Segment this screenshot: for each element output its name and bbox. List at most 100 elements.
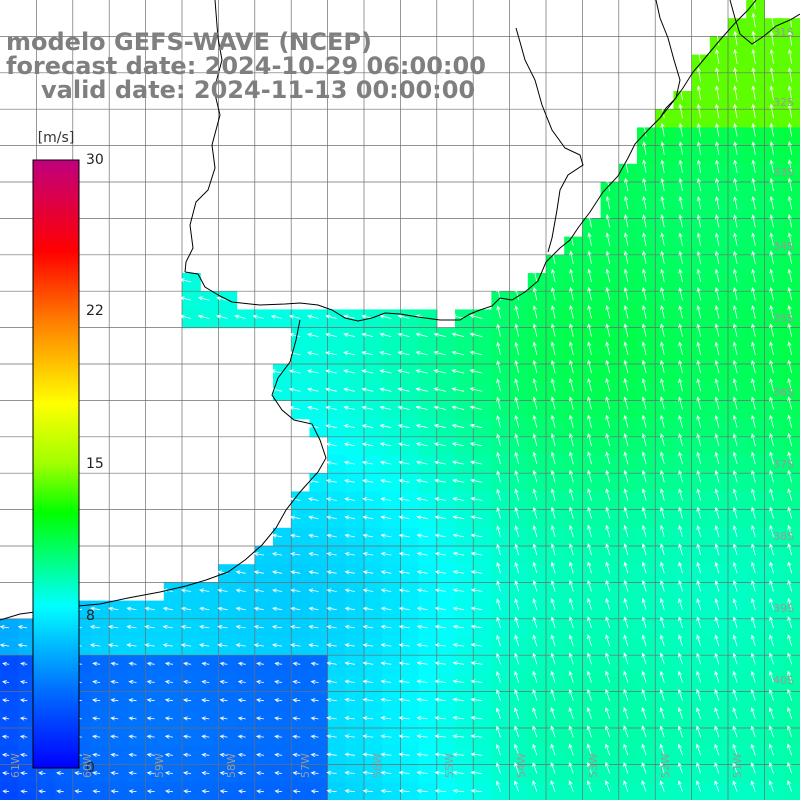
wind-speed-cell: [728, 127, 747, 147]
wind-speed-cell: [291, 309, 310, 329]
wind-speed-cell: [436, 637, 456, 656]
wind-arrow: [344, 661, 355, 666]
wind-arrow: [398, 588, 410, 593]
wind-arrow: [569, 268, 574, 283]
wind-speed-cell: [0, 637, 19, 656]
wind-speed-cell: [327, 527, 347, 547]
wind-arrow: [326, 734, 337, 739]
wind-speed-cell: [473, 345, 492, 365]
wind-speed-cell: [728, 109, 747, 128]
wind-arrow: [292, 752, 301, 757]
wind-arrow: [495, 762, 501, 774]
wind-arrow: [769, 414, 774, 428]
wind-arrow: [415, 332, 428, 338]
wind-speed-cell: [364, 709, 383, 729]
wind-arrow: [714, 287, 720, 301]
lagoa-coastal-east: [729, 0, 800, 45]
wind-arrow: [219, 734, 228, 739]
coastline: [0, 0, 800, 621]
wind-arrow: [532, 725, 538, 738]
lat-label: 31S: [773, 26, 794, 39]
wind-arrow: [398, 788, 410, 794]
wind-speed-cell: [509, 509, 529, 529]
wind-arrow: [452, 588, 465, 593]
wind-speed-cell: [491, 600, 511, 620]
wind-speed-cell: [618, 455, 638, 474]
wind-arrow: [623, 451, 629, 465]
wind-arrow: [769, 103, 774, 119]
wind-speed-cell: [418, 746, 438, 765]
wind-arrow: [326, 716, 337, 721]
wind-arrow: [587, 433, 592, 447]
wind-arrow: [769, 323, 774, 337]
wind-speed-cell: [637, 291, 656, 310]
wind-speed-cell: [473, 782, 492, 800]
wind-speed-cell: [527, 728, 547, 747]
wind-speed-cell: [582, 764, 602, 784]
wind-arrow: [659, 780, 665, 792]
wind-speed-cell: [200, 291, 219, 310]
wind-arrow: [642, 196, 647, 210]
wind-arrow: [270, 369, 283, 374]
wind-speed-cell: [618, 345, 638, 365]
wind-arrow: [623, 506, 629, 519]
wind-speed-cell: [309, 600, 329, 620]
wind-speed-cell: [709, 455, 729, 474]
wind-arrow: [569, 232, 574, 246]
wind-arrow: [641, 780, 647, 792]
wind-speed-cell: [145, 600, 165, 620]
wind-arrow: [623, 780, 629, 792]
wind-speed-cell: [764, 455, 784, 474]
wind-arrow: [660, 506, 665, 519]
wind-speed-cell: [455, 527, 474, 547]
wind-arrow: [219, 679, 228, 685]
wind-arrow: [696, 159, 702, 173]
wind-arrow: [308, 606, 319, 611]
wind-arrow: [308, 515, 319, 520]
wind-speed-cell: [709, 400, 729, 420]
wind-arrow: [769, 12, 774, 28]
wind-speed-cell: [709, 436, 729, 456]
wind-speed-cell: [491, 582, 511, 602]
wind-speed-cell: [163, 600, 183, 620]
wind-arrow: [92, 698, 101, 703]
wind-speed-cell: [200, 728, 219, 747]
wind-speed-cell: [564, 382, 583, 401]
wind-speed-cell: [491, 436, 511, 456]
wind-arrow: [514, 305, 520, 319]
wind-speed-cell: [418, 782, 438, 800]
wind-arrow: [496, 323, 501, 337]
wind-arrow: [253, 552, 264, 557]
wind-speed-cell: [327, 691, 347, 711]
wind-speed-cell: [436, 364, 456, 383]
wind-arrow: [89, 624, 101, 630]
wind-speed-cell: [564, 546, 583, 565]
wind-speed-cell: [455, 400, 474, 420]
wind-speed-cell: [418, 509, 438, 529]
wind-speed-cell: [546, 637, 565, 656]
wind-arrow: [715, 67, 720, 82]
wind-speed-cell: [600, 637, 620, 656]
wind-arrow: [496, 689, 501, 701]
wind-speed-cell: [309, 564, 329, 583]
wind-arrow: [550, 579, 556, 592]
wind-speed-cell: [418, 418, 438, 438]
wind-speed-cell: [600, 273, 620, 292]
wind-arrow: [290, 533, 301, 538]
wind-arrow: [550, 359, 556, 374]
wind-speed-cell: [91, 655, 110, 674]
wind-speed-cell: [728, 655, 747, 674]
wind-speed-cell: [455, 418, 474, 438]
wind-speed-cell: [254, 764, 274, 784]
wind-arrow: [550, 725, 556, 738]
wind-arrow: [470, 642, 483, 648]
wind-speed-cell: [728, 637, 747, 656]
wind-speed-cell: [746, 618, 765, 638]
wind-arrow: [92, 752, 101, 757]
wind-arrow: [162, 588, 173, 593]
wind-speed-cell: [418, 600, 438, 620]
wind-speed-cell: [546, 673, 565, 693]
wind-speed-cell: [618, 418, 638, 438]
wind-speed-cell: [564, 782, 583, 800]
wind-arrow: [253, 624, 264, 630]
